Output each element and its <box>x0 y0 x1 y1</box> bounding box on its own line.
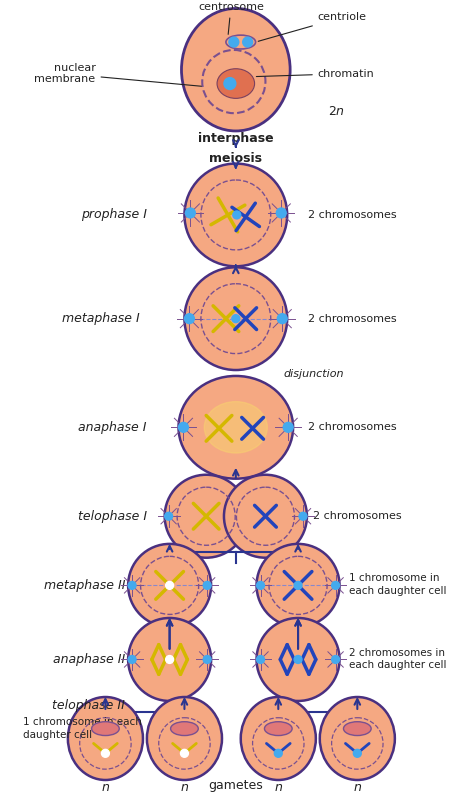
Circle shape <box>299 513 307 520</box>
Text: telophase II: telophase II <box>52 700 125 712</box>
Circle shape <box>294 656 302 663</box>
Circle shape <box>294 581 302 589</box>
Text: 2 chromosomes: 2 chromosomes <box>313 511 401 521</box>
Ellipse shape <box>184 163 287 267</box>
Text: $n$: $n$ <box>180 782 189 794</box>
Ellipse shape <box>344 722 371 736</box>
Ellipse shape <box>91 722 119 736</box>
Ellipse shape <box>217 68 255 99</box>
Text: 1 chromosome in: 1 chromosome in <box>349 573 440 583</box>
Circle shape <box>232 314 240 322</box>
Text: telophase I: telophase I <box>78 509 147 523</box>
Circle shape <box>354 749 361 757</box>
Ellipse shape <box>224 474 307 558</box>
Text: $2n$: $2n$ <box>328 105 345 118</box>
Circle shape <box>224 78 236 89</box>
Text: $n$: $n$ <box>353 782 362 794</box>
Circle shape <box>128 581 136 589</box>
Text: $n$: $n$ <box>274 782 283 794</box>
Text: disjunction: disjunction <box>283 369 344 379</box>
Text: $n$: $n$ <box>101 782 110 794</box>
Ellipse shape <box>128 618 211 701</box>
Circle shape <box>164 513 173 520</box>
Circle shape <box>243 37 253 47</box>
Text: 2 chromosomes: 2 chromosomes <box>308 423 397 432</box>
Circle shape <box>229 37 239 47</box>
Circle shape <box>181 749 188 757</box>
Circle shape <box>184 314 194 324</box>
Ellipse shape <box>264 722 292 736</box>
Circle shape <box>185 208 195 218</box>
Ellipse shape <box>256 544 339 627</box>
Ellipse shape <box>128 544 211 627</box>
Circle shape <box>166 581 173 589</box>
Circle shape <box>101 749 109 757</box>
Ellipse shape <box>204 402 267 453</box>
Text: each daughter cell: each daughter cell <box>349 661 447 670</box>
Text: nuclear
membrane: nuclear membrane <box>35 63 201 86</box>
Ellipse shape <box>184 267 287 370</box>
Text: daughter cell: daughter cell <box>23 730 92 739</box>
Text: meiosis: meiosis <box>210 152 262 165</box>
Circle shape <box>274 749 282 757</box>
Text: 2 chromosomes: 2 chromosomes <box>308 210 397 220</box>
Ellipse shape <box>256 618 339 701</box>
Text: centrosome: centrosome <box>198 2 264 34</box>
Ellipse shape <box>226 35 255 49</box>
Circle shape <box>276 208 286 218</box>
Circle shape <box>233 211 241 219</box>
Text: prophase I: prophase I <box>81 209 147 221</box>
Text: chromatin: chromatin <box>256 68 374 79</box>
Text: each daughter cell: each daughter cell <box>349 587 447 596</box>
Text: anaphase I: anaphase I <box>78 421 147 434</box>
Ellipse shape <box>147 697 222 780</box>
Text: 2 chromosomes in: 2 chromosomes in <box>349 648 446 657</box>
Circle shape <box>283 423 293 432</box>
Circle shape <box>128 656 136 663</box>
Circle shape <box>332 581 339 589</box>
Ellipse shape <box>320 697 395 780</box>
Ellipse shape <box>68 697 143 780</box>
Text: centriole: centriole <box>258 13 367 41</box>
Circle shape <box>203 656 211 663</box>
Text: metaphase I: metaphase I <box>62 312 140 325</box>
Ellipse shape <box>171 722 198 736</box>
Circle shape <box>179 423 188 432</box>
Text: gametes: gametes <box>209 779 263 792</box>
Ellipse shape <box>182 9 290 131</box>
Circle shape <box>256 656 264 663</box>
Circle shape <box>332 656 339 663</box>
Ellipse shape <box>179 376 293 478</box>
Text: interphase: interphase <box>198 132 273 146</box>
Text: 1 chromosome in each: 1 chromosome in each <box>23 716 142 727</box>
Circle shape <box>203 581 211 589</box>
Text: metaphase II: metaphase II <box>44 579 125 592</box>
Circle shape <box>166 656 173 663</box>
Circle shape <box>277 314 287 324</box>
Ellipse shape <box>241 697 316 780</box>
Text: anaphase II: anaphase II <box>53 653 125 666</box>
Ellipse shape <box>164 474 248 558</box>
Text: 2 chromosomes: 2 chromosomes <box>308 314 397 324</box>
Circle shape <box>256 581 264 589</box>
